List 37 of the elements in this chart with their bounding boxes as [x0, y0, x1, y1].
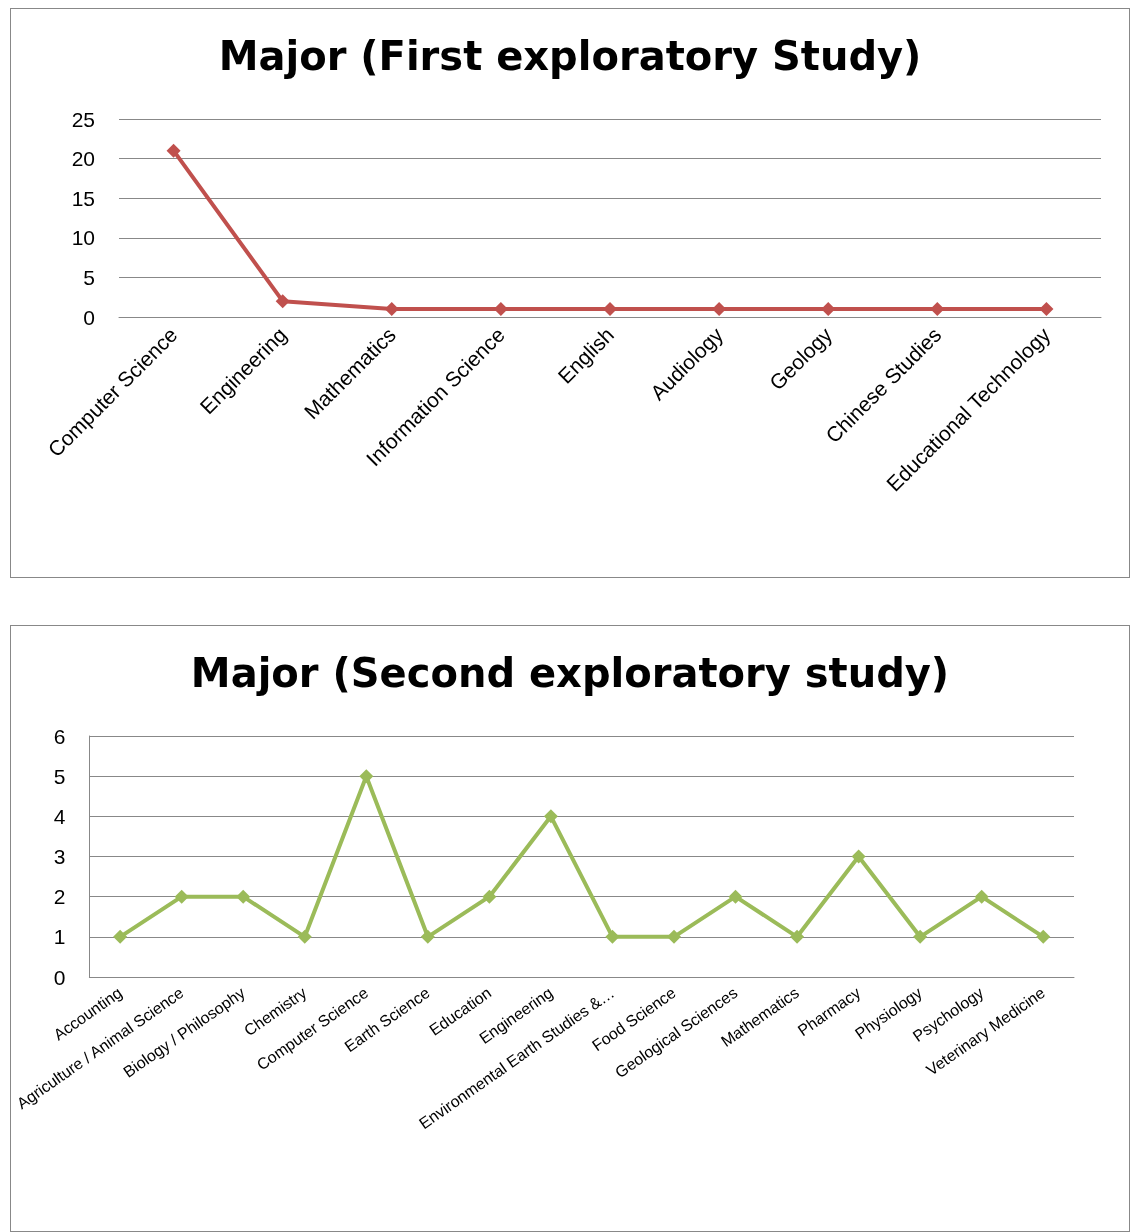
point [275, 294, 290, 309]
point [166, 143, 181, 158]
point [1039, 302, 1054, 317]
y-tick-label: 5 [53, 764, 66, 788]
point [113, 929, 128, 944]
y-tick-label: 15 [71, 186, 95, 210]
point [666, 929, 681, 944]
point [236, 889, 251, 904]
point [603, 302, 617, 317]
y-tick-label: 0 [83, 305, 95, 329]
point [359, 769, 374, 784]
y-tick-label: 2 [53, 885, 66, 909]
y-tick-label: 4 [53, 804, 66, 828]
y-tick-label: 3 [53, 845, 66, 868]
y-tick-label: 5 [83, 265, 95, 289]
point [974, 889, 989, 904]
chart-title: Major (First exploratory Study) [218, 33, 922, 79]
point [790, 929, 805, 944]
y-tick-label: 20 [71, 147, 95, 171]
point [851, 849, 866, 864]
point [420, 929, 435, 944]
point [930, 302, 945, 317]
y-tick-label: 6 [53, 724, 66, 748]
y-tick-label: 10 [71, 226, 95, 250]
point [174, 889, 189, 904]
point [913, 929, 928, 944]
point [605, 929, 620, 944]
y-tick-label: 0 [53, 965, 66, 989]
y-tick-label: 25 [71, 107, 95, 131]
point [482, 889, 497, 904]
chart-title: Major (Second exploratory study) [190, 650, 950, 696]
point [728, 889, 743, 904]
y-tick-label: 1 [53, 925, 66, 949]
point [1036, 929, 1051, 944]
point [384, 302, 399, 317]
point [543, 809, 558, 824]
point [297, 929, 312, 944]
